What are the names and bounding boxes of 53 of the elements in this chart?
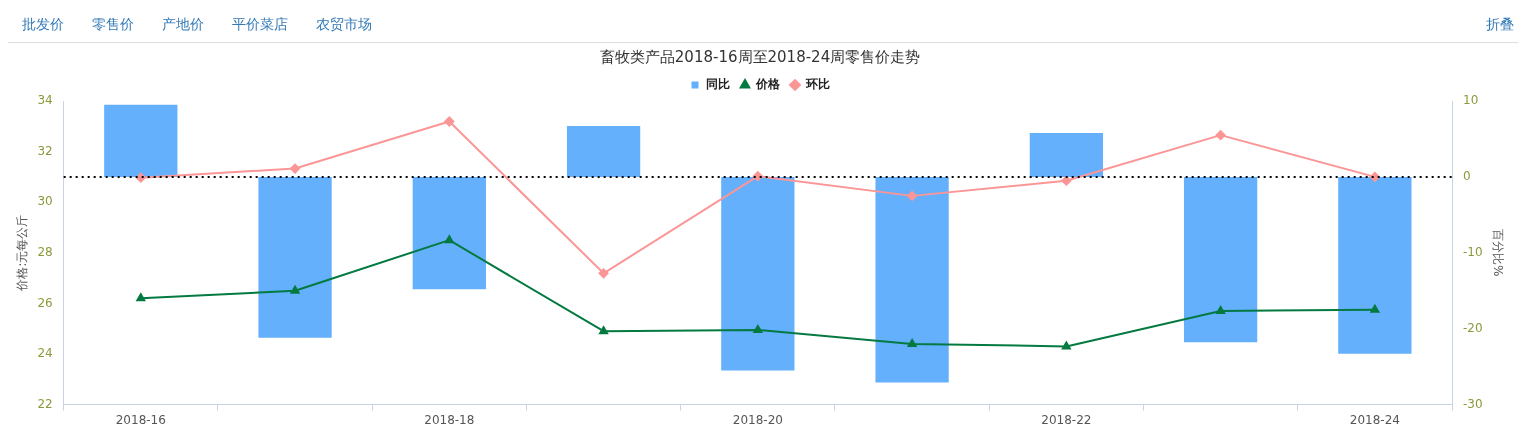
y-tick-label: 24 bbox=[37, 346, 53, 361]
point bbox=[290, 285, 300, 294]
point bbox=[753, 324, 763, 333]
point bbox=[1061, 175, 1072, 186]
text: 零售价 bbox=[91, 15, 135, 34]
text: 农贸市场 bbox=[315, 15, 373, 34]
point bbox=[1215, 130, 1226, 141]
x-tick-label: 2018-22 bbox=[1041, 412, 1092, 427]
x-tick-label: 2018-16 bbox=[115, 412, 166, 427]
y2-tick-label: -30 bbox=[1463, 396, 1483, 411]
chart-title: 畜牧类产品2018-16周至2018-24周零售价走势 bbox=[599, 47, 921, 66]
y-axis-title: 价格:元每公斤 bbox=[15, 214, 30, 292]
y2-tick-label: 0 bbox=[1463, 169, 1471, 184]
text: 产地价 bbox=[161, 15, 205, 34]
point bbox=[907, 338, 917, 347]
y-tick-label: 26 bbox=[37, 295, 53, 310]
text: 折叠 bbox=[1485, 15, 1515, 34]
y2-tick-label: 10 bbox=[1463, 93, 1479, 108]
bar bbox=[1338, 176, 1412, 354]
point bbox=[444, 235, 454, 244]
point bbox=[136, 293, 146, 302]
x-tick-label: 2018-20 bbox=[732, 412, 783, 427]
bar bbox=[721, 176, 795, 371]
y-tick-label: 28 bbox=[37, 244, 53, 259]
y2-tick-label: -10 bbox=[1463, 244, 1483, 259]
bar bbox=[1183, 176, 1258, 343]
bar bbox=[104, 104, 178, 177]
point bbox=[1370, 304, 1380, 313]
bar bbox=[258, 176, 332, 338]
legend-label: 同比 bbox=[706, 77, 730, 92]
point bbox=[907, 190, 918, 201]
bar bbox=[875, 176, 949, 383]
point bbox=[598, 268, 609, 279]
legend-label: 价格 bbox=[755, 77, 781, 92]
text: 批发价 bbox=[21, 15, 65, 34]
bar bbox=[412, 176, 486, 290]
y-tick-label: 22 bbox=[37, 396, 53, 411]
point bbox=[1216, 305, 1226, 314]
point bbox=[290, 163, 301, 174]
y-tick-label: 30 bbox=[37, 194, 53, 209]
point bbox=[1061, 341, 1071, 350]
y2-axis-title: 百分比% bbox=[1490, 229, 1505, 277]
text: 平价菜店 bbox=[231, 15, 289, 34]
y2-tick-label: -20 bbox=[1463, 320, 1483, 335]
y-tick-label: 32 bbox=[37, 143, 53, 158]
point bbox=[599, 326, 609, 335]
x-tick-label: 2018-24 bbox=[1349, 412, 1400, 427]
point bbox=[444, 116, 455, 127]
x-tick-label: 2018-18 bbox=[424, 412, 475, 427]
legend-label: 环比 bbox=[805, 77, 830, 92]
bar bbox=[566, 126, 641, 177]
y-tick-label: 34 bbox=[37, 93, 53, 108]
bar bbox=[1029, 132, 1103, 177]
